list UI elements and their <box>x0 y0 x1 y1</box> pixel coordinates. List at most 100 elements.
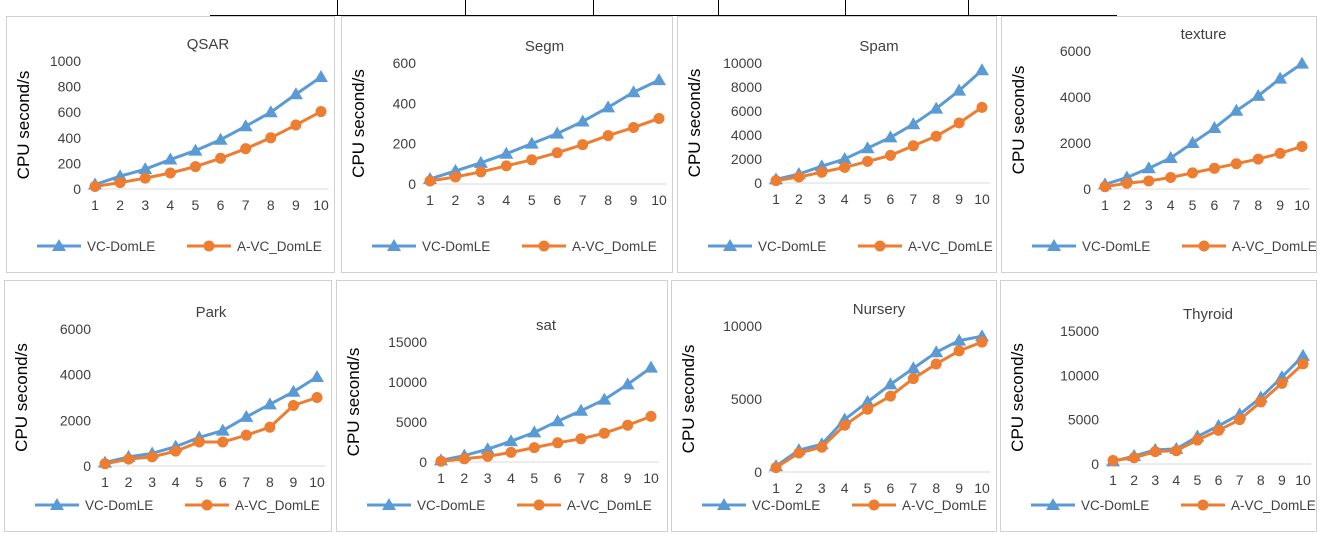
x-tick-label: 10 <box>313 197 329 213</box>
x-tick-label: 5 <box>1194 472 1202 488</box>
legend-label: VC-DomLE <box>417 498 485 513</box>
chart-panel-thyroid: Thyroid CPU second/s 0 5000 10000 15000 1 2 3 4 5 6… <box>1000 280 1317 532</box>
data-point <box>238 119 253 132</box>
x-tick-label: 7 <box>577 470 585 486</box>
data-point <box>653 112 665 124</box>
legend-label: A-VC_DomLE <box>1232 239 1316 254</box>
data-point <box>574 403 588 416</box>
data-point <box>1099 181 1111 193</box>
data-point <box>1273 71 1288 84</box>
x-tick-label: 7 <box>1232 197 1240 213</box>
data-point <box>620 377 635 390</box>
chart-svg: QSAR CPU second/s 0 200 400 600 800 1000 1 2 3 4 5 6 7… <box>14 36 329 254</box>
x-tick-label: 5 <box>192 197 200 213</box>
x-tick-label: 5 <box>864 480 872 496</box>
y-axis-label: CPU second/s <box>1009 66 1028 175</box>
data-point <box>907 140 919 152</box>
x-tick-label: 2 <box>1123 197 1131 213</box>
data-point <box>264 421 276 433</box>
legend-marker-circle-icon <box>538 240 550 252</box>
y-tick-label: 0 <box>408 176 416 192</box>
legend-marker-triangle-icon <box>387 239 401 251</box>
y-tick-label: 10000 <box>723 318 762 334</box>
data-point <box>1251 88 1266 101</box>
x-tick-label: 4 <box>1172 472 1180 488</box>
x-tick-label: 5 <box>195 474 203 490</box>
data-point <box>884 149 896 161</box>
data-point <box>860 394 875 407</box>
data-point <box>499 146 514 159</box>
y-tick-label: 2000 <box>731 151 762 167</box>
data-point <box>1296 348 1310 361</box>
data-point <box>1213 424 1225 436</box>
data-point <box>622 419 634 431</box>
x-tick-label: 1 <box>772 191 780 207</box>
x-tick-label: 10 <box>651 192 667 208</box>
x-tick-label: 10 <box>974 480 990 496</box>
data-point <box>550 126 565 139</box>
data-point <box>1107 454 1119 466</box>
legend-marker-triangle-icon <box>52 239 66 251</box>
x-tick-label: 8 <box>600 470 608 486</box>
y-tick-label: 0 <box>73 181 81 197</box>
x-tick-label: 1 <box>426 192 434 208</box>
data-point <box>906 117 921 130</box>
legend-label: A-VC_DomLE <box>235 498 320 513</box>
data-point <box>146 451 158 463</box>
y-tick-label: 10000 <box>388 374 427 390</box>
y-axis-label: CPU second/s <box>679 345 698 454</box>
legend-label: A-VC_DomLE <box>572 239 657 254</box>
series-line <box>94 75 322 186</box>
legend-marker-triangle-icon <box>382 498 396 510</box>
x-tick-label: 5 <box>528 192 536 208</box>
y-axis-label: CPU second/s <box>344 348 363 457</box>
data-point <box>435 455 447 467</box>
x-tick-label: 7 <box>1236 472 1244 488</box>
x-tick-label: 3 <box>1145 197 1153 213</box>
y-axis-label: CPU second/s <box>14 71 33 180</box>
data-point <box>552 437 564 449</box>
x-tick-label: 8 <box>932 191 940 207</box>
data-point <box>314 70 328 82</box>
x-tick-label: 6 <box>1215 472 1223 488</box>
data-point <box>930 358 942 370</box>
x-tick-label: 2 <box>116 197 124 213</box>
x-tick-label: 6 <box>219 474 227 490</box>
x-tick-label: 1 <box>772 480 780 496</box>
legend-label: VC-DomLE <box>752 498 820 513</box>
data-point <box>1208 162 1220 174</box>
y-tick-label: 8000 <box>731 79 762 95</box>
data-point <box>1276 377 1288 389</box>
data-point <box>288 87 303 100</box>
x-tick-label: 3 <box>484 470 492 486</box>
x-tick-label: 9 <box>290 474 298 490</box>
series-line <box>104 396 318 466</box>
data-point <box>577 139 589 151</box>
x-tick-label: 9 <box>630 192 638 208</box>
data-point <box>1229 103 1244 116</box>
data-point <box>597 392 612 405</box>
series-line <box>104 375 318 465</box>
x-tick-label: 6 <box>887 191 895 207</box>
x-tick-label: 2 <box>452 192 460 208</box>
data-point <box>953 117 965 129</box>
series-line <box>1104 62 1303 186</box>
x-tick-label: 1 <box>101 474 109 490</box>
y-tick-label: 400 <box>58 130 82 146</box>
data-point <box>1141 161 1156 174</box>
legend-label: A-VC_DomLE <box>1231 498 1316 513</box>
data-point <box>1230 158 1242 170</box>
legend-label: VC-DomLE <box>422 239 490 254</box>
legend-label: A-VC_DomLE <box>237 239 322 254</box>
x-tick-label: 9 <box>1276 197 1284 213</box>
x-tick-label: 9 <box>955 480 963 496</box>
x-tick-label: 7 <box>242 197 250 213</box>
data-point <box>883 130 898 143</box>
series-line <box>440 366 652 462</box>
data-point <box>1191 434 1203 446</box>
series-line <box>1112 362 1305 462</box>
x-tick-label: 3 <box>148 474 156 490</box>
x-tick-label: 2 <box>795 480 803 496</box>
data-point <box>240 429 252 441</box>
data-point <box>953 345 965 357</box>
